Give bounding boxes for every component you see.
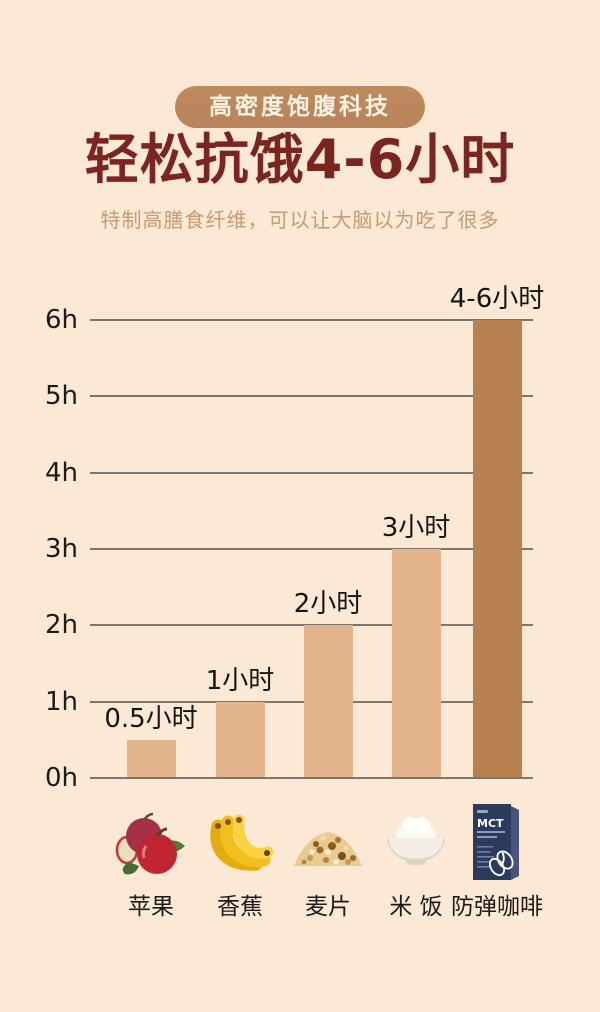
- rice-bowl-icon: [378, 800, 454, 884]
- category-label-apple: 苹果: [128, 894, 174, 920]
- value-label-apple: 0.5小时: [104, 703, 198, 734]
- y-axis-tick-3h: 3h: [44, 534, 78, 564]
- tech-badge-label: 高密度饱腹科技: [209, 94, 391, 120]
- y-axis-tick-4h: 4h: [44, 457, 78, 488]
- page-subtitle: 特制高膳食纤维，可以让大脑以为吃了很多: [100, 208, 500, 232]
- coffee-box-icon: MCT: [459, 800, 535, 884]
- bar-banana: [215, 701, 265, 778]
- category-label-banana: 香蕉: [217, 894, 263, 920]
- oatmeal-icon: [290, 800, 366, 884]
- category-label-oatmeal: 麦片: [305, 894, 351, 920]
- y-axis-tick-5h: 5h: [44, 381, 78, 412]
- bar-apple: [126, 739, 176, 778]
- gridline-6h: [90, 319, 533, 321]
- apple-icon: [113, 800, 189, 884]
- gridline-3h: [90, 548, 533, 550]
- value-label-banana: 1小时: [205, 665, 275, 696]
- gridline-4h: [90, 471, 533, 474]
- bar-coffee-box: [472, 320, 522, 778]
- page-title: 轻松抗饿4-6小时: [84, 128, 516, 191]
- banana-icon: [202, 800, 278, 884]
- gridline-0h: [90, 777, 533, 779]
- gridline-5h: [90, 395, 533, 398]
- y-axis-tick-1h: 1h: [44, 686, 78, 717]
- y-axis-tick-0h: 0h: [44, 763, 78, 793]
- category-label-coffee-box: 防弹咖啡: [451, 894, 543, 920]
- y-axis-tick-2h: 2h: [44, 610, 78, 641]
- y-axis-tick-6h: 6h: [44, 305, 78, 335]
- bar-oatmeal: [303, 625, 353, 778]
- value-label-oatmeal: 2小时: [293, 589, 363, 620]
- value-label-rice-bowl: 3小时: [381, 513, 451, 543]
- svg-text:MCT: MCT: [477, 817, 504, 830]
- category-label-rice-bowl: 米 饭: [389, 894, 443, 920]
- tech-badge: 高密度饱腹科技: [175, 86, 425, 128]
- bar-rice-bowl: [391, 549, 441, 778]
- value-label-coffee-box: 4-6小时: [449, 284, 545, 314]
